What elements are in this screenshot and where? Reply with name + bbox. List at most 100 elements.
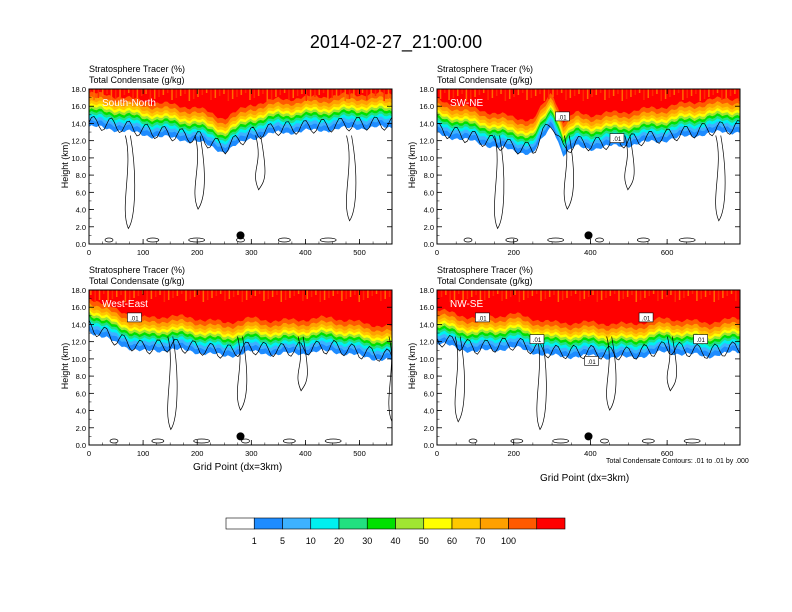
tracer-streak xyxy=(171,89,173,100)
tracer-streak xyxy=(491,89,494,98)
tracer-streak xyxy=(695,89,697,94)
tracer-streak xyxy=(453,290,456,300)
tracer-band xyxy=(89,89,392,120)
tracer-streak xyxy=(201,89,204,95)
tracer-streak xyxy=(725,89,727,98)
tracer-streak xyxy=(227,89,230,101)
tracer-streak xyxy=(651,89,654,96)
y-tick-label: 6.0 xyxy=(76,389,86,398)
tracer-streak xyxy=(462,290,464,301)
colorbar-swatch xyxy=(225,517,255,530)
colorbar-swatch xyxy=(395,517,425,530)
y-tick-label: 14.0 xyxy=(419,320,434,329)
tracer-streak xyxy=(500,89,502,94)
tracer-streak xyxy=(664,89,667,99)
tracer-streak xyxy=(683,290,685,298)
tracer-field xyxy=(437,290,740,360)
condensate-contour xyxy=(678,237,696,243)
y-tick-label: 4.0 xyxy=(76,407,86,416)
tracer-streak xyxy=(644,290,646,298)
condensate-contour xyxy=(641,438,655,444)
condensate-contour xyxy=(89,115,392,155)
y-tick-label: 18.0 xyxy=(419,286,434,295)
tracer-streak xyxy=(283,89,286,93)
tracer-streak xyxy=(678,290,681,300)
tracer-streak xyxy=(660,89,662,101)
tracer-streak xyxy=(384,290,386,299)
tracer-streak xyxy=(517,89,520,95)
y-tick-label: 12.0 xyxy=(419,137,434,146)
tracer-streak xyxy=(205,89,208,93)
panel-south-north: South-North 0.0 2.0 4.0 6.0 8.0 10.0 12.0 14.0 16… xyxy=(71,85,393,257)
condensate-contour xyxy=(104,237,114,243)
tracer-streak xyxy=(150,290,153,299)
tracer-streak xyxy=(518,290,521,302)
tracer-streak xyxy=(652,290,655,294)
tracer-streak xyxy=(673,89,675,95)
colorbar-label: 70 xyxy=(475,536,485,546)
colorbar-label: 100 xyxy=(501,536,516,546)
tracer-streak xyxy=(280,290,283,302)
condensate-contour xyxy=(595,237,604,243)
colorbar-swatch xyxy=(451,517,481,530)
condensate-contour xyxy=(346,135,357,222)
tracer-streak xyxy=(735,290,737,301)
tracer-streak xyxy=(682,89,684,100)
tracer-streak xyxy=(293,290,296,296)
tracer-streak xyxy=(592,290,594,295)
contour-label-text: .01 xyxy=(130,316,139,322)
tracer-streak xyxy=(721,89,723,100)
condensate-contour xyxy=(505,237,519,243)
tracer-streak xyxy=(266,89,269,101)
y-tick-label: 10.0 xyxy=(71,154,86,163)
x-tick-label: 100 xyxy=(137,248,150,257)
panel-west-east: .01 West-East 0.0 2.0 4.0 6.0 8.0 10.0 12.0 14.0 1… xyxy=(71,286,393,458)
contour-label-text: .01 xyxy=(613,137,622,143)
tracer-streak xyxy=(482,89,485,93)
tracer-streak xyxy=(348,89,351,99)
tracer-streak xyxy=(332,290,334,296)
condensate-contours xyxy=(437,335,740,444)
tracer-streak xyxy=(366,89,368,100)
tracer-streak xyxy=(379,89,381,94)
tracer-streak xyxy=(535,290,538,294)
panel-title-line1: Stratosphere Tracer (%) xyxy=(89,64,186,74)
tracer-streak xyxy=(310,290,313,297)
condensate-contour xyxy=(241,438,250,444)
condensate-contour xyxy=(277,237,291,243)
tracer-streak xyxy=(110,89,113,101)
x-tick-label: 0 xyxy=(435,248,439,257)
tracer-streak xyxy=(448,89,450,100)
tracer-streak xyxy=(647,89,650,98)
tracer-streak xyxy=(136,89,139,98)
tracer-streak xyxy=(206,290,209,300)
x-tick-label: 200 xyxy=(191,248,204,257)
tracer-streak xyxy=(101,89,104,96)
tracer-streak xyxy=(192,89,195,99)
condensate-contour xyxy=(324,438,342,444)
tracer-streak xyxy=(383,89,385,101)
tracer-streak xyxy=(279,89,282,95)
tracer-streak xyxy=(341,290,343,301)
panel-label: West-East xyxy=(102,299,148,310)
y-tick-label: 16.0 xyxy=(419,102,434,111)
contour-label-box xyxy=(609,133,625,143)
contour-label: .01 xyxy=(529,334,545,344)
location-marker xyxy=(236,231,245,240)
tracer-streak xyxy=(228,290,231,299)
tracer-streak xyxy=(717,290,720,300)
tracer-streak xyxy=(127,89,130,93)
tracer-streak xyxy=(306,290,309,299)
tracer-streak xyxy=(115,290,118,297)
tracer-streak xyxy=(292,89,295,98)
tracer-streak xyxy=(534,89,537,96)
tracer-streak xyxy=(452,89,455,98)
tracer-streak xyxy=(631,290,633,295)
colorbar-swatch xyxy=(338,517,368,530)
panel-title-south-north: Stratosphere Tracer (%) Total Condensate… xyxy=(89,64,185,86)
y-tick-label: 4.0 xyxy=(424,407,434,416)
tracer-streak xyxy=(561,290,564,300)
tracer-streak xyxy=(197,89,199,97)
panel-title-line1: Stratosphere Tracer (%) xyxy=(89,265,186,275)
x-tick-label: 100 xyxy=(137,449,150,458)
